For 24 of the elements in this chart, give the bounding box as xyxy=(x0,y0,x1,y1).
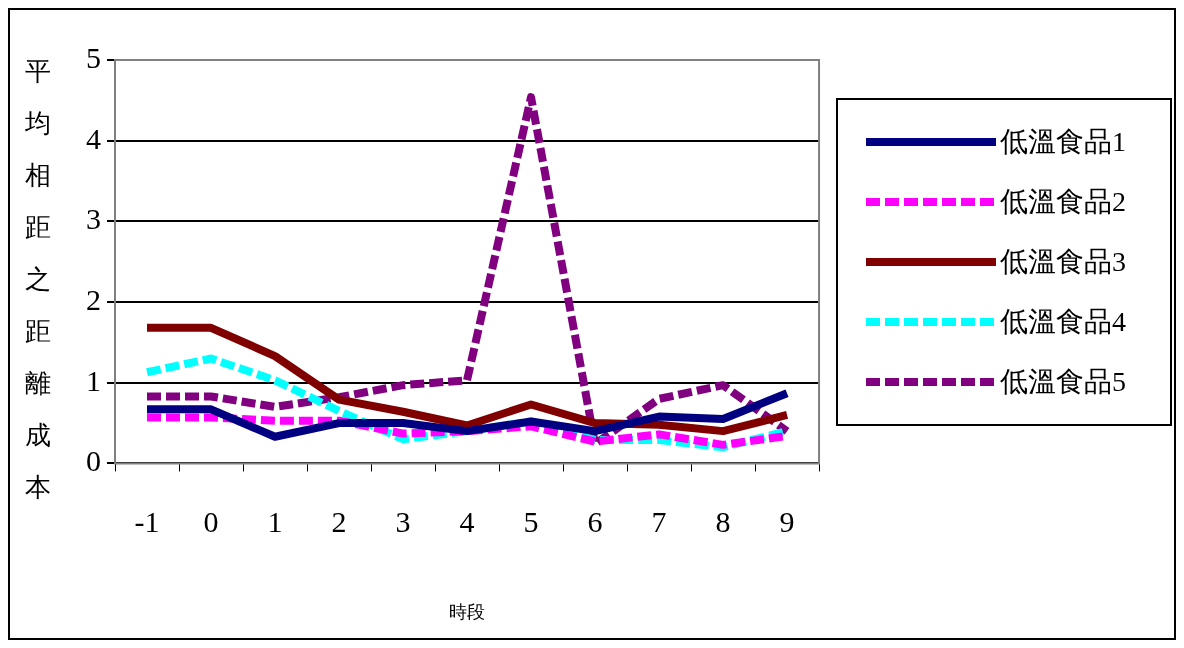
x-tick-label: 6 xyxy=(587,505,603,539)
legend-label: 低溫食品4 xyxy=(1000,305,1126,339)
x-tick-label: 2 xyxy=(331,505,347,539)
x-tick-label: 1 xyxy=(267,505,283,539)
legend-label: 低溫食品5 xyxy=(1000,365,1126,399)
x-tick-label: 7 xyxy=(651,505,667,539)
y-tick-label: 0 xyxy=(86,444,101,478)
y-tick-label: 3 xyxy=(86,202,101,236)
y-tick-label: 5 xyxy=(86,40,101,74)
legend-label: 低溫食品3 xyxy=(1000,245,1126,279)
x-axis-title: 時段 xyxy=(449,601,486,622)
x-tick-label: -1 xyxy=(134,505,160,539)
x-tick-label: 3 xyxy=(395,505,411,539)
x-tick-label: 9 xyxy=(779,505,795,539)
text: 平均相距之距離成本 xyxy=(25,57,51,502)
legend-label: 低溫食品1 xyxy=(1000,125,1126,159)
y-tick-label: 1 xyxy=(86,363,101,397)
x-tick-label: 8 xyxy=(715,505,731,539)
x-tick-label: 4 xyxy=(459,505,475,539)
x-tick-label: 5 xyxy=(523,505,539,539)
x-tick-label: 0 xyxy=(203,505,219,539)
y-tick-label: 2 xyxy=(86,282,101,316)
legend-label: 低溫食品2 xyxy=(1000,185,1126,219)
y-tick-label: 4 xyxy=(86,121,101,155)
